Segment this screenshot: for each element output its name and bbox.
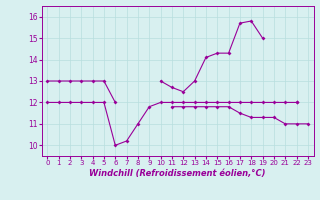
X-axis label: Windchill (Refroidissement éolien,°C): Windchill (Refroidissement éolien,°C) — [89, 169, 266, 178]
